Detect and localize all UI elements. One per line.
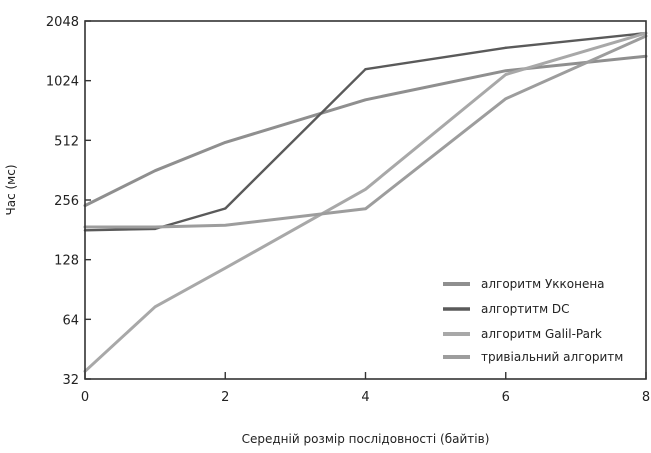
data-point [364, 98, 367, 101]
series-line-1 [83, 54, 648, 208]
data-point [364, 188, 367, 191]
x-tick-label: 0 [81, 390, 89, 405]
plot-frame [84, 20, 647, 380]
data-point [153, 169, 157, 172]
y-axis-title: Час (мс) [4, 164, 18, 215]
x-tick-label: 4 [361, 390, 369, 405]
y-axis-ticks: 32 64 128 256 512 1024 2048 [46, 15, 91, 388]
legend-label: алгортитм DC [481, 302, 570, 316]
legend-label: алгоритм Укконена [481, 277, 605, 291]
data-point [224, 224, 227, 227]
y-tick-label: 32 [62, 373, 79, 388]
series-line-4 [83, 34, 648, 229]
data-point [224, 207, 227, 210]
series-lines [83, 31, 648, 373]
y-tick-label: 128 [54, 254, 79, 269]
data-point [224, 141, 227, 144]
y-tick-label: 256 [54, 194, 79, 209]
x-axis-ticks: 0 2 4 6 8 [81, 372, 650, 405]
data-point [504, 46, 507, 50]
x-tick-label: 6 [502, 390, 510, 405]
data-point [504, 73, 507, 76]
x-axis-title: Середній розмір послідовності (байтів) [242, 432, 490, 446]
data-point [224, 266, 227, 270]
legend: алгоритм Укконена алгортитм DC алгоритм Ga… [443, 277, 623, 364]
data-point [504, 97, 507, 100]
x-tick-label: 2 [221, 390, 229, 405]
data-point [153, 225, 157, 229]
data-point [153, 305, 157, 309]
y-tick-label: 512 [54, 134, 79, 149]
series-line-2 [83, 31, 648, 232]
data-point [364, 207, 367, 211]
legend-label: тривіальний алгоритм [481, 350, 623, 364]
x-tick-label: 8 [642, 390, 650, 405]
y-tick-label: 2048 [46, 15, 79, 30]
legend-label: алгоритм Galil-Park [481, 327, 602, 341]
series-line-3 [83, 31, 648, 373]
data-point [504, 69, 507, 72]
data-point [364, 67, 367, 71]
y-tick-label: 64 [62, 313, 79, 328]
y-tick-label: 1024 [46, 75, 79, 90]
